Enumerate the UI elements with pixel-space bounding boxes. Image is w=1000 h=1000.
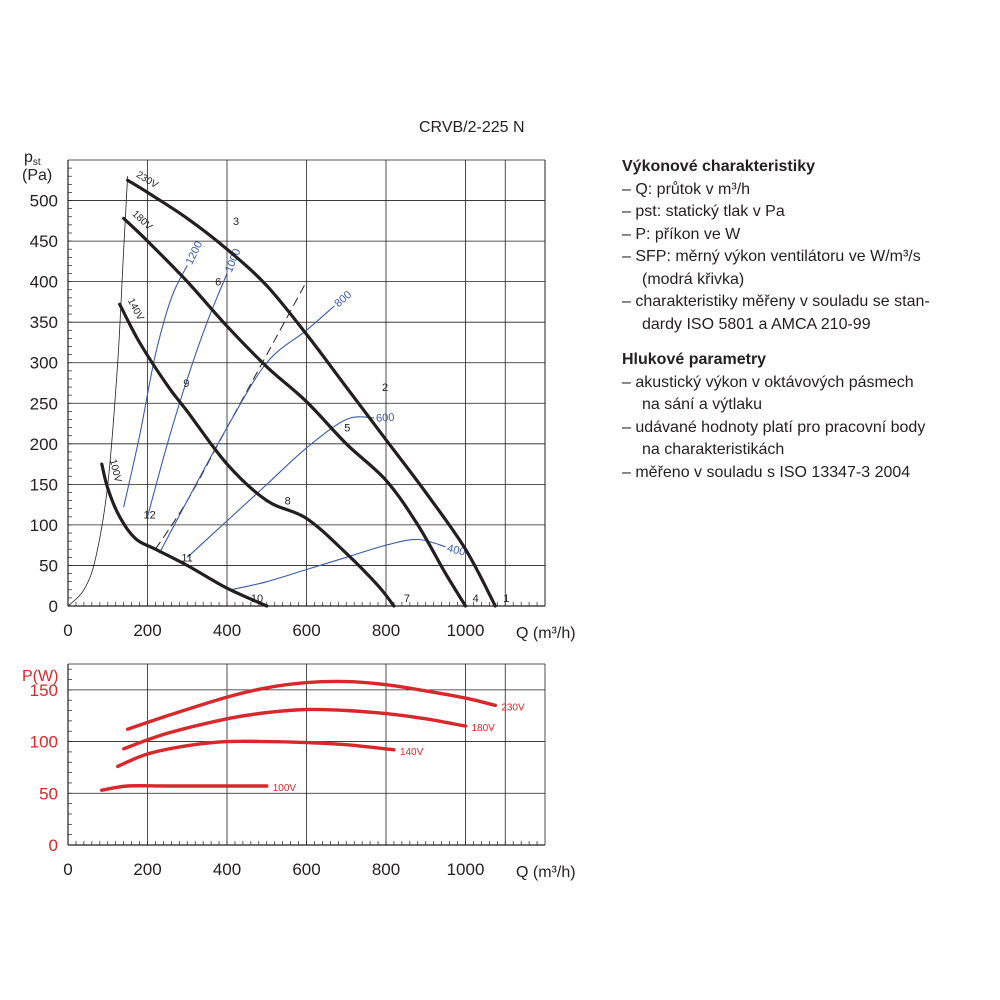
y-tick-label: 200 bbox=[30, 435, 58, 454]
operating-point-label: 8 bbox=[285, 496, 291, 508]
y-axis-label: pst bbox=[24, 149, 41, 168]
voltage-label: 230V bbox=[501, 702, 525, 713]
operating-point-label: 10 bbox=[251, 593, 263, 605]
noise-item: měřeno v souladu s ISO 13347-3 2004 bbox=[622, 462, 994, 485]
performance-item: (modrá křivka) bbox=[642, 270, 745, 288]
operating-point-label: 9 bbox=[183, 378, 189, 390]
y-axis-label: P(W) bbox=[22, 668, 58, 685]
fan-curve bbox=[100, 462, 269, 608]
fan-curve bbox=[126, 178, 497, 608]
performance-list: Q: průtok v m³/hpst: statický tlak v PaP… bbox=[622, 179, 994, 337]
performance-item: P: příkon ve W bbox=[622, 224, 994, 247]
fan-curve bbox=[122, 216, 468, 608]
power-curve bbox=[122, 707, 468, 751]
fan-curve bbox=[118, 302, 396, 608]
legend: Výkonové charakteristiky Q: průtok v m³/… bbox=[622, 156, 994, 484]
power-curve bbox=[116, 739, 396, 769]
noise-item: udávané hodnoty platí pro pracovní body bbox=[622, 417, 994, 440]
power-curve bbox=[125, 679, 497, 731]
performance-item: dardy ISO 5801 a AMCA 210-99 bbox=[642, 315, 871, 333]
operating-point-label: 2 bbox=[382, 382, 388, 394]
operating-point-label: 12 bbox=[144, 509, 156, 521]
performance-item: pst: statický tlak v Pa bbox=[622, 201, 994, 224]
y-axis-unit: (Pa) bbox=[22, 167, 52, 184]
sfp-curve bbox=[146, 273, 228, 517]
operating-point-label: 1 bbox=[503, 593, 509, 605]
voltage-label: 100V bbox=[107, 458, 123, 484]
x-axis-label: Q (m³/h) bbox=[516, 625, 576, 642]
noise-item: na charakteristikách bbox=[642, 441, 785, 458]
sfp-label: 600 bbox=[376, 412, 395, 425]
operating-point-label: 6 bbox=[215, 277, 221, 289]
x-tick-label: 200 bbox=[133, 860, 161, 879]
voltage-label: 180V bbox=[472, 723, 496, 734]
y-tick-label: 300 bbox=[30, 354, 58, 373]
sfp-label: 800 bbox=[333, 289, 355, 310]
y-tick-label: 50 bbox=[39, 556, 58, 575]
x-tick-label: 0 bbox=[63, 860, 72, 879]
performance-heading: Výkonové charakteristiky bbox=[622, 158, 815, 175]
x-tick-label: 600 bbox=[292, 621, 320, 640]
noise-item: akustický výkon v oktávových pásmech bbox=[622, 372, 994, 395]
performance-item: Q: průtok v m³/h bbox=[622, 179, 994, 202]
sfp-curve bbox=[123, 265, 188, 508]
x-tick-label: 800 bbox=[372, 621, 400, 640]
model-title: CRVB/2-225 N bbox=[419, 119, 525, 136]
y-tick-label: 350 bbox=[30, 313, 58, 332]
pressure-chart: 0 50 100 150 200 250 300 350 400 450 500 0 200 400 600… bbox=[22, 149, 576, 642]
sfp-curve bbox=[186, 416, 375, 558]
performance-item: SFP: měrný výkon ventilátoru ve W/m³/s bbox=[622, 246, 994, 269]
x-tick-label: 0 bbox=[63, 621, 72, 640]
y-tick-label: 250 bbox=[30, 394, 58, 413]
y-tick-label: 400 bbox=[30, 273, 58, 292]
sfp-label: 1200 bbox=[184, 239, 206, 266]
y-tick-label: 100 bbox=[30, 516, 58, 535]
x-tick-label: 400 bbox=[213, 860, 241, 879]
y-tick-label: 50 bbox=[39, 784, 58, 803]
sfp-label: 400 bbox=[446, 542, 467, 558]
y-tick-label: 100 bbox=[30, 733, 58, 752]
noise-item: na sání a výtlaku bbox=[642, 396, 763, 413]
y-tick-label: 0 bbox=[49, 836, 58, 855]
x-tick-label: 1000 bbox=[447, 860, 485, 879]
sfp-curve bbox=[230, 538, 446, 591]
power-curve bbox=[100, 784, 269, 792]
system-curve bbox=[67, 176, 128, 607]
y-tick-label: 150 bbox=[30, 681, 58, 700]
y-tick-label: 500 bbox=[30, 192, 58, 211]
operating-point-label: 5 bbox=[344, 423, 350, 435]
x-axis-label: Q (m³/h) bbox=[516, 864, 576, 881]
operating-point-label: 11 bbox=[181, 552, 192, 564]
y-tick-label: 450 bbox=[30, 232, 58, 251]
power-chart: 0 50 100 150 0 200 400 600 800 1000 P(W) Q (m³/h) 23… bbox=[22, 663, 576, 881]
y-tick-label: 0 bbox=[49, 597, 58, 616]
x-tick-label: 200 bbox=[133, 621, 161, 640]
voltage-label: 140V bbox=[400, 747, 424, 758]
operating-point-label: 4 bbox=[473, 593, 479, 605]
y-tick-label: 150 bbox=[30, 475, 58, 494]
voltage-label: 100V bbox=[273, 783, 297, 794]
x-tick-label: 800 bbox=[372, 860, 400, 879]
operating-point-label: 7 bbox=[404, 593, 410, 605]
x-tick-label: 400 bbox=[213, 621, 241, 640]
operating-point-label: 3 bbox=[233, 216, 239, 228]
x-tick-label: 600 bbox=[292, 860, 320, 879]
performance-item: charakteristiky měřeny v souladu se stan… bbox=[622, 291, 994, 314]
sfp-curve bbox=[158, 305, 335, 554]
x-tick-label: 1000 bbox=[447, 621, 485, 640]
noise-heading: Hlukové parametry bbox=[622, 351, 767, 368]
